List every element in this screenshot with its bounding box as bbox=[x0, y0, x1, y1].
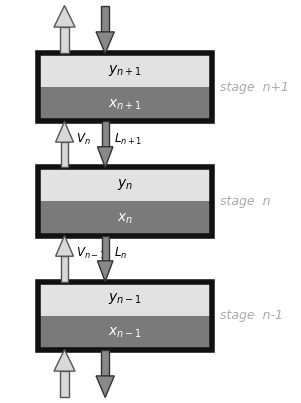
Bar bbox=[61, 142, 68, 168]
Polygon shape bbox=[56, 121, 73, 142]
Polygon shape bbox=[56, 235, 73, 256]
Bar bbox=[60, 371, 69, 397]
Bar bbox=[102, 235, 109, 261]
Text: $x_{n+1}$: $x_{n+1}$ bbox=[108, 97, 142, 112]
Bar bbox=[38, 54, 212, 87]
Text: stage  n-1: stage n-1 bbox=[220, 309, 283, 322]
Bar bbox=[101, 349, 109, 376]
Polygon shape bbox=[98, 147, 113, 168]
Bar bbox=[61, 256, 68, 282]
Polygon shape bbox=[54, 6, 75, 27]
Bar bbox=[38, 54, 212, 121]
Bar bbox=[38, 202, 212, 235]
Polygon shape bbox=[96, 32, 114, 54]
Bar bbox=[38, 316, 212, 349]
Text: $x_{n-1}$: $x_{n-1}$ bbox=[108, 325, 142, 340]
Text: $y_{n+1}$: $y_{n+1}$ bbox=[108, 63, 142, 78]
Text: $V_n$: $V_n$ bbox=[76, 132, 90, 147]
Polygon shape bbox=[98, 261, 113, 282]
Bar bbox=[101, 6, 109, 32]
Text: $x_{n}$: $x_{n}$ bbox=[117, 211, 133, 226]
Text: $V_{n-1}$: $V_{n-1}$ bbox=[76, 246, 106, 261]
Bar bbox=[38, 168, 212, 235]
Bar bbox=[60, 27, 69, 54]
Bar bbox=[38, 168, 212, 202]
Text: $y_{n-1}$: $y_{n-1}$ bbox=[108, 291, 142, 306]
Text: $L_n$: $L_n$ bbox=[113, 246, 127, 261]
Text: stage  n: stage n bbox=[220, 195, 271, 208]
Bar bbox=[38, 282, 212, 316]
Text: $L_{n+1}$: $L_{n+1}$ bbox=[113, 132, 142, 147]
Text: stage  n+1: stage n+1 bbox=[220, 81, 289, 94]
Bar bbox=[102, 121, 109, 147]
Polygon shape bbox=[96, 376, 114, 397]
Bar bbox=[38, 87, 212, 121]
Polygon shape bbox=[54, 349, 75, 371]
Text: $y_{n}$: $y_{n}$ bbox=[117, 177, 133, 192]
Bar bbox=[38, 282, 212, 349]
